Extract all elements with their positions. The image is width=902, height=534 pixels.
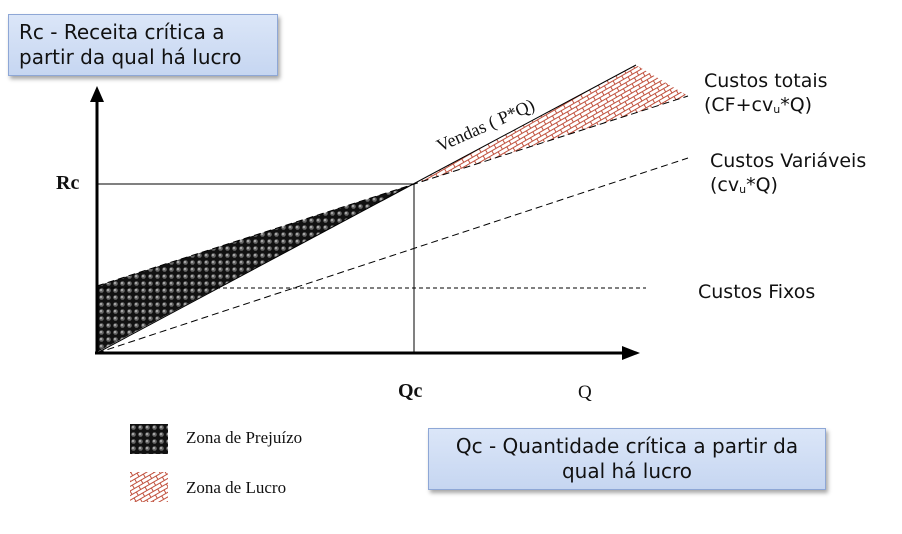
legend-lucro-swatch	[130, 472, 168, 502]
total-costs-title: Custos totais	[704, 70, 828, 92]
total-costs-formula: (CF+cvu*Q)	[704, 94, 813, 116]
rc-callout-text: Rc - Receita crítica a partir da qual há…	[19, 20, 242, 69]
legend-lucro-label: Zona de Lucro	[186, 478, 287, 497]
x-axis-arrow	[622, 346, 640, 360]
qc-axis-mark: Qc	[398, 380, 423, 402]
y-axis-arrow	[90, 86, 104, 102]
variable-costs-formula: (cvu*Q)	[710, 174, 778, 196]
total-costs-label: Custos totais (CF+cvu*Q)	[704, 69, 828, 122]
variable-costs-title: Custos Variáveis	[710, 150, 867, 172]
profit-zone	[414, 65, 688, 184]
rc-axis-mark: Rc	[56, 172, 80, 194]
variable-costs-label: Custos Variáveis (cvu*Q)	[710, 149, 866, 202]
rc-callout: Rc - Receita crítica a partir da qual há…	[8, 14, 278, 76]
q-axis-label: Q	[578, 382, 592, 403]
sales-line	[96, 64, 637, 354]
fixed-costs-label: Custos Fixos	[698, 281, 816, 303]
legend-prejuizo-swatch	[130, 424, 168, 454]
qc-callout: Qc - Quantidade crítica a partir da qual…	[428, 428, 826, 490]
total-costs-line	[96, 95, 689, 287]
legend-prejuizo-label: Zona de Prejuízo	[186, 428, 303, 447]
variable-costs-line	[96, 157, 689, 354]
qc-callout-text: Qc - Quantidade crítica a partir da qual…	[455, 434, 799, 483]
